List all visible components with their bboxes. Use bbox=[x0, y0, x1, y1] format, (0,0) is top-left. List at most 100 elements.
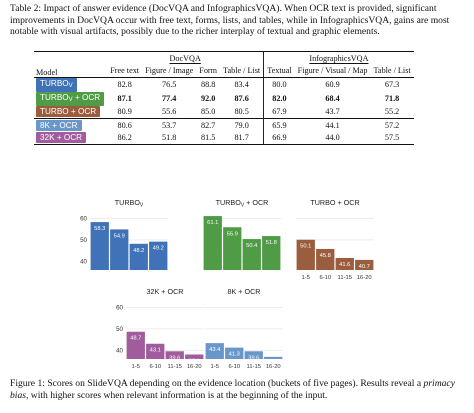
table-cell: 55.6 bbox=[162, 107, 177, 117]
results-table: DocVQA InfographicsVQA Model Free text F… bbox=[34, 51, 414, 145]
x-tick-label: 6-10 bbox=[228, 364, 240, 370]
chart-turbo-v-ocr: TURBOV + OCR 61.1 55.9 50.4 51.8 bbox=[197, 196, 291, 277]
table-cell: 86.2 bbox=[107, 131, 143, 145]
table-cell: 88.8 bbox=[196, 76, 221, 92]
table-cell: 57.5 bbox=[370, 131, 414, 145]
figure-caption-text-end: , with higher scores when relevant infor… bbox=[26, 389, 328, 401]
bar-value-label: 41.3 bbox=[229, 352, 240, 358]
table-cell: 81.5 bbox=[196, 131, 221, 145]
bar-value-label: 37 bbox=[270, 361, 276, 367]
table-cell: 80.0 bbox=[263, 76, 295, 92]
bar-chart-svg: TURBOV + OCR 61.1 55.9 50.4 51.8 bbox=[203, 198, 281, 270]
model-name: TURBO + OCR bbox=[40, 107, 97, 117]
bar bbox=[203, 216, 222, 270]
x-tick-label: 11-15 bbox=[338, 275, 352, 281]
bar-chart-svg: 32K + OCR 40 50 60 48.7 1-5 43.1 6-10 39.6 11-15 3… bbox=[116, 287, 204, 370]
table-cell: 51.8 bbox=[142, 131, 197, 145]
chart-title-main: 32K + OCR bbox=[147, 287, 184, 296]
bar bbox=[223, 227, 242, 270]
x-tick-label: 11-15 bbox=[168, 364, 182, 370]
table-cell: 82.0 bbox=[263, 91, 295, 106]
table-row: 8K + OCR 80.6 53.7 82.7 79.0 65.9 44.1 57.2 bbox=[34, 118, 414, 132]
chart-8k-ocr: 8K + OCR 43.4 1-5 41.3 6-10 39.6 11-15 37 16-20 bbox=[199, 285, 293, 381]
chart-turbo-v: TURBOV 40 50 60 58.3 54.9 48.2 49.2 bbox=[74, 196, 178, 277]
table-cell: 71.8 bbox=[384, 94, 400, 104]
model-subscript: V bbox=[68, 82, 73, 89]
chart-title-main: 8K + OCR bbox=[228, 287, 261, 296]
column-header: Form bbox=[199, 66, 218, 76]
table-cell: 60.9 bbox=[294, 76, 371, 92]
table-cell: 65.9 bbox=[263, 118, 295, 132]
x-tick-label: 16-20 bbox=[266, 364, 281, 370]
table-caption-text: Impact of answer evidence (DocVQA and In… bbox=[10, 3, 450, 38]
bar bbox=[262, 236, 281, 270]
model-name: TURBO bbox=[40, 92, 69, 102]
chart-title-suffix: + OCR bbox=[244, 198, 268, 207]
figure-caption-label: Figure 1: bbox=[10, 378, 45, 389]
table-cell: 81.7 bbox=[220, 131, 264, 145]
table-cell: 57.2 bbox=[370, 118, 414, 132]
bar bbox=[264, 356, 283, 359]
chart-turbo-ocr: TURBO + OCR 50.1 1-5 45.8 6-10 41.6 11-15 40.7 1… bbox=[290, 196, 384, 299]
y-tick-label: 50 bbox=[80, 237, 87, 244]
table-cell: 82.8 bbox=[107, 76, 143, 92]
table-cell: 87.1 bbox=[117, 94, 132, 104]
group-header-docvqa: DocVQA bbox=[169, 53, 201, 63]
bar-value-label: 54.9 bbox=[114, 233, 125, 239]
chart-title: 8K + OCR bbox=[228, 287, 261, 296]
table-row: 32K + OCR 86.2 51.8 81.5 81.7 66.9 44.0 57.5 bbox=[34, 131, 414, 145]
table-cell: 77.4 bbox=[162, 94, 177, 104]
bar-value-label: 55.9 bbox=[227, 231, 238, 237]
bar bbox=[110, 229, 129, 270]
table-cell: 80.6 bbox=[107, 118, 143, 132]
table-cell: 92.0 bbox=[200, 94, 216, 104]
bar bbox=[126, 331, 145, 359]
bar bbox=[129, 243, 148, 270]
bar-value-label: 40.7 bbox=[359, 264, 370, 270]
table-row: TURBOV 82.8 76.5 88.8 83.4 80.0 60.9 67.3 bbox=[34, 76, 414, 92]
figure-caption-italic: primacy bias bbox=[10, 378, 455, 401]
bar-value-label: 43.1 bbox=[150, 348, 161, 354]
bar-value-label: 38.1 bbox=[189, 358, 200, 364]
bar bbox=[355, 259, 374, 270]
x-tick-label: 1-5 bbox=[302, 275, 310, 281]
table-cell: 43.7 bbox=[325, 107, 340, 117]
chart-title: 32K + OCR bbox=[147, 287, 184, 296]
bar-value-label: 48.7 bbox=[130, 336, 141, 342]
table-cell: 87.6 bbox=[234, 94, 249, 104]
column-header: Figure / Image bbox=[145, 66, 194, 76]
table-cell: 79.0 bbox=[220, 118, 264, 132]
bar bbox=[205, 343, 224, 359]
column-header: Free text bbox=[110, 66, 140, 76]
table-row: TURBOV + OCR 87.1 77.4 92.0 87.6 82.0 68.4 71.8 bbox=[34, 91, 414, 106]
bar bbox=[296, 239, 315, 270]
model-name: 8K + OCR bbox=[40, 120, 78, 130]
bar bbox=[244, 351, 263, 359]
chart-title: TURBOV bbox=[115, 198, 144, 209]
table-column-header-row: Model Free text Figure / Image Form Tabl… bbox=[34, 64, 414, 78]
table-cell: 67.9 bbox=[263, 105, 295, 119]
chart-title-main: TURBO bbox=[216, 198, 242, 207]
x-tick-label: 1-5 bbox=[132, 364, 140, 370]
bar bbox=[165, 351, 184, 359]
table-cell: 68.4 bbox=[325, 94, 340, 104]
y-tick-label: 40 bbox=[116, 348, 123, 355]
x-tick-label: 16-20 bbox=[357, 275, 372, 281]
table-body: TURBOV 82.8 76.5 88.8 83.4 80.0 60.9 67.3 TURBOV… bbox=[34, 76, 414, 145]
bar-value-label: 39.6 bbox=[248, 355, 259, 361]
model-tag: TURBOV bbox=[36, 77, 77, 92]
table-cell: 67.3 bbox=[370, 76, 414, 92]
column-header: Table / List bbox=[373, 66, 411, 76]
bar-chart-svg: TURBOV 40 50 60 58.3 54.9 48.2 49.2 bbox=[80, 198, 168, 270]
chart-title-subscript: V bbox=[241, 203, 245, 209]
model-suffix: + OCR bbox=[72, 92, 101, 102]
bar-chart-svg: TURBO + OCR 50.1 1-5 45.8 6-10 41.6 11-15 40.7 1… bbox=[296, 198, 374, 281]
bar-value-label: 50.4 bbox=[246, 243, 258, 249]
bar-value-label: 45.8 bbox=[320, 253, 331, 259]
bar bbox=[335, 257, 354, 270]
chart-title-main: TURBO bbox=[115, 198, 141, 207]
table-caption: Table 2: Impact of answer evidence (DocV… bbox=[10, 3, 466, 38]
bar bbox=[185, 354, 204, 359]
table-cell: 44.1 bbox=[294, 118, 371, 132]
